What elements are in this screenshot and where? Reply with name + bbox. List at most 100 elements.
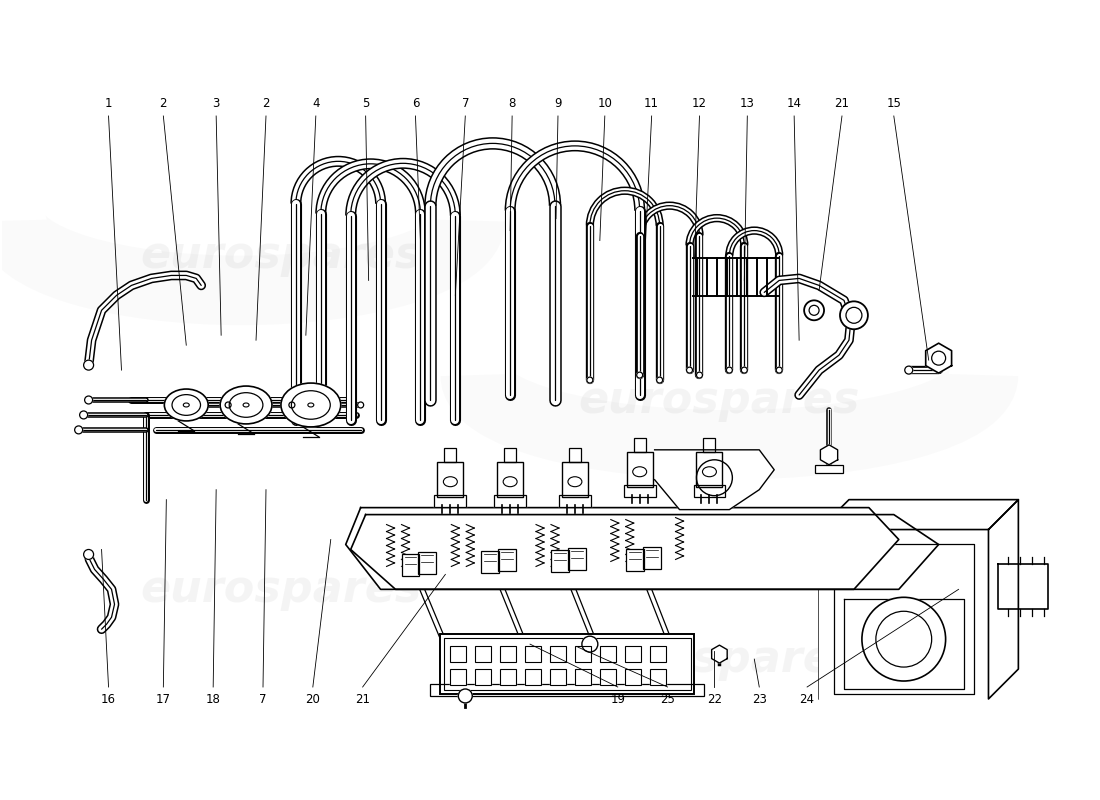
Bar bbox=[575, 646, 591, 662]
Bar bbox=[625, 669, 640, 685]
Bar bbox=[440, 634, 694, 694]
Circle shape bbox=[79, 411, 88, 419]
Text: 7: 7 bbox=[462, 97, 469, 110]
Polygon shape bbox=[820, 530, 989, 699]
Circle shape bbox=[85, 396, 92, 404]
Bar bbox=[450, 646, 466, 662]
Text: 21: 21 bbox=[355, 693, 371, 706]
Circle shape bbox=[637, 372, 642, 378]
Bar bbox=[498, 550, 516, 571]
Bar bbox=[402, 554, 419, 576]
Ellipse shape bbox=[443, 477, 458, 486]
Bar bbox=[500, 646, 516, 662]
Bar bbox=[569, 448, 581, 462]
Bar bbox=[600, 669, 616, 685]
Text: eurospares: eurospares bbox=[141, 568, 421, 611]
Polygon shape bbox=[712, 645, 727, 663]
Text: 11: 11 bbox=[645, 97, 659, 110]
Bar bbox=[551, 550, 569, 572]
Circle shape bbox=[582, 636, 597, 652]
Text: 24: 24 bbox=[800, 693, 815, 706]
Bar bbox=[525, 669, 541, 685]
Bar bbox=[500, 646, 516, 662]
Text: 1: 1 bbox=[104, 97, 112, 110]
Bar bbox=[627, 452, 652, 486]
Bar bbox=[444, 448, 456, 462]
Bar bbox=[600, 646, 616, 662]
Circle shape bbox=[587, 377, 593, 383]
Bar bbox=[418, 553, 437, 574]
Circle shape bbox=[686, 367, 693, 373]
Text: 21: 21 bbox=[835, 97, 849, 110]
Bar bbox=[568, 549, 586, 570]
Bar bbox=[494, 494, 526, 506]
Ellipse shape bbox=[220, 386, 272, 424]
Ellipse shape bbox=[503, 477, 517, 486]
Bar bbox=[525, 646, 541, 662]
Bar bbox=[550, 669, 565, 685]
Bar bbox=[494, 494, 526, 506]
Text: 19: 19 bbox=[610, 693, 625, 706]
Bar bbox=[438, 462, 463, 497]
Text: 18: 18 bbox=[206, 693, 221, 706]
Ellipse shape bbox=[308, 403, 314, 407]
Bar bbox=[693, 485, 725, 497]
Circle shape bbox=[840, 302, 868, 330]
Bar bbox=[575, 646, 591, 662]
Polygon shape bbox=[926, 343, 952, 373]
Bar bbox=[498, 550, 516, 571]
Text: 9: 9 bbox=[554, 97, 562, 110]
Circle shape bbox=[726, 367, 733, 373]
Bar bbox=[650, 646, 666, 662]
Bar bbox=[650, 646, 666, 662]
Bar bbox=[500, 669, 516, 685]
Bar bbox=[627, 452, 652, 486]
Bar bbox=[475, 646, 492, 662]
Ellipse shape bbox=[292, 390, 330, 419]
Circle shape bbox=[932, 351, 946, 365]
Ellipse shape bbox=[184, 403, 189, 407]
Circle shape bbox=[84, 550, 94, 559]
Text: 7: 7 bbox=[260, 693, 267, 706]
Circle shape bbox=[696, 372, 703, 378]
Circle shape bbox=[226, 402, 231, 408]
Text: 10: 10 bbox=[597, 97, 613, 110]
Bar bbox=[434, 494, 466, 506]
Bar bbox=[650, 669, 666, 685]
Bar bbox=[696, 452, 723, 486]
Circle shape bbox=[657, 377, 662, 383]
Text: eurospares: eurospares bbox=[579, 638, 860, 681]
Text: 12: 12 bbox=[692, 97, 707, 110]
Bar bbox=[525, 669, 541, 685]
Ellipse shape bbox=[568, 477, 582, 486]
Bar bbox=[600, 646, 616, 662]
Bar bbox=[634, 438, 646, 452]
Bar bbox=[550, 669, 565, 685]
Bar bbox=[444, 448, 456, 462]
Bar bbox=[444, 638, 691, 690]
Bar bbox=[444, 638, 691, 690]
Text: eurospares: eurospares bbox=[141, 234, 421, 277]
Ellipse shape bbox=[243, 403, 249, 407]
Text: 14: 14 bbox=[786, 97, 802, 110]
Bar bbox=[704, 438, 715, 452]
Text: 2: 2 bbox=[262, 97, 270, 110]
Polygon shape bbox=[351, 514, 938, 590]
Bar bbox=[693, 485, 725, 497]
Polygon shape bbox=[345, 508, 899, 590]
Text: 25: 25 bbox=[660, 693, 675, 706]
Bar bbox=[481, 551, 499, 574]
Bar bbox=[562, 462, 587, 497]
Ellipse shape bbox=[229, 393, 263, 418]
Bar bbox=[600, 669, 616, 685]
Bar bbox=[569, 448, 581, 462]
Bar bbox=[504, 448, 516, 462]
Bar bbox=[626, 550, 644, 571]
Bar bbox=[815, 465, 843, 473]
Bar bbox=[550, 646, 565, 662]
Bar bbox=[650, 669, 666, 685]
Bar bbox=[624, 485, 656, 497]
Bar bbox=[696, 452, 723, 486]
Ellipse shape bbox=[632, 466, 647, 477]
Bar bbox=[434, 494, 466, 506]
